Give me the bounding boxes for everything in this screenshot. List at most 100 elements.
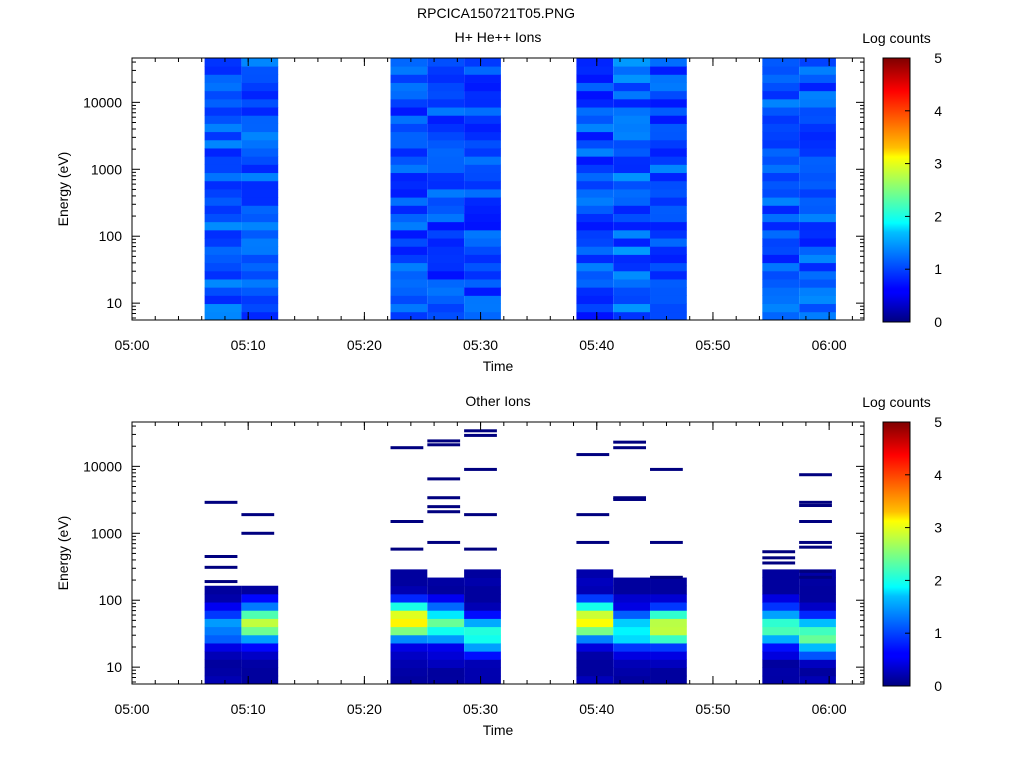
spectrogram-bin xyxy=(613,74,651,83)
spectrogram-bin xyxy=(464,82,501,92)
spectrogram-bin xyxy=(799,270,836,280)
spectrogram-bin xyxy=(464,675,501,684)
spectrogram-bin xyxy=(204,180,242,190)
spectrogram-bin xyxy=(576,189,614,198)
count-line xyxy=(427,510,461,514)
spectrogram-bin xyxy=(576,205,614,214)
spectrogram-bin xyxy=(427,82,465,92)
spectrogram-bin xyxy=(464,262,501,272)
spectrogram-bin xyxy=(464,279,501,288)
spectrogram-bin xyxy=(762,148,800,157)
spectrogram-bin xyxy=(241,279,279,288)
spectrogram-bin xyxy=(464,634,501,644)
spectrogram-bin xyxy=(799,311,836,320)
spectrogram-bin xyxy=(576,180,614,190)
spectrogram-bin xyxy=(241,626,279,636)
spectrogram-bin xyxy=(799,139,836,149)
y-tick-label: 1000 xyxy=(91,525,122,541)
spectrogram-bin xyxy=(390,98,428,108)
spectrogram-bin xyxy=(613,58,651,67)
spectrogram-bin xyxy=(241,107,279,116)
spectrogram-bin xyxy=(762,213,800,223)
spectrogram-bin xyxy=(762,279,800,288)
spectrogram-bin xyxy=(799,618,836,628)
spectrogram-bin xyxy=(613,221,651,231)
spectrogram-bin xyxy=(613,246,651,255)
spectrogram-bin xyxy=(799,107,836,116)
x-tick-label: 05:50 xyxy=(695,337,730,353)
spectrogram-bin xyxy=(762,246,800,255)
spectrogram-bin xyxy=(576,618,614,628)
count-line xyxy=(390,446,424,450)
spectrogram-bin xyxy=(241,610,279,619)
spectrogram-bin xyxy=(427,107,465,116)
spectrogram-bin xyxy=(650,98,687,108)
spectrogram-bin xyxy=(762,189,800,198)
spectrogram-bin xyxy=(762,577,800,587)
spectrogram-bin xyxy=(799,634,836,644)
count-line xyxy=(613,440,647,444)
spectrogram-bin xyxy=(390,675,428,684)
spectrogram-bin xyxy=(390,610,428,619)
spectrogram-bin xyxy=(576,74,614,83)
spectrogram-bin xyxy=(799,58,836,67)
spectrogram-bin xyxy=(464,139,501,149)
spectrogram-bin xyxy=(241,303,279,313)
spectrogram-bin xyxy=(576,98,614,108)
spectrogram-bin xyxy=(576,643,614,652)
spectrogram-bin xyxy=(390,295,428,305)
spectrogram-bin xyxy=(464,189,501,198)
count-line xyxy=(650,467,683,471)
spectrogram-bin xyxy=(204,593,242,603)
spectrogram-bin xyxy=(241,659,279,669)
spectrogram-bin xyxy=(762,238,800,247)
spectrogram-bin xyxy=(650,74,687,83)
count-line xyxy=(204,565,238,569)
spectrogram-bin xyxy=(650,90,687,100)
count-line xyxy=(390,547,424,551)
x-tick-label: 05:00 xyxy=(114,337,149,353)
spectrogram-bin xyxy=(613,197,651,206)
spectrogram-bin xyxy=(799,180,836,190)
spectrogram-bin xyxy=(427,279,465,288)
spectrogram-bin xyxy=(762,131,800,141)
count-line xyxy=(762,556,796,560)
spectrogram-bin xyxy=(762,262,800,272)
spectrogram-bin xyxy=(762,254,800,264)
spectrogram-bin xyxy=(576,287,614,296)
spectrogram-bin xyxy=(799,610,836,619)
spectrogram-bin xyxy=(613,303,651,313)
colorbar-tick-label: 4 xyxy=(934,467,942,483)
spectrogram-bin xyxy=(576,164,614,174)
spectrogram-bin xyxy=(390,303,428,313)
spectrogram-bin xyxy=(799,585,836,595)
spectrogram-bin xyxy=(650,238,687,247)
spectrogram-bin xyxy=(762,585,800,595)
count-line xyxy=(799,500,832,504)
spectrogram-bin xyxy=(613,98,651,108)
spectrogram-bin xyxy=(204,229,242,239)
spectrogram-bin xyxy=(390,238,428,247)
spectrogram-bin xyxy=(576,626,614,636)
spectrogram-bin xyxy=(762,229,800,239)
spectrogram-bin xyxy=(576,82,614,92)
y-tick-label: 10 xyxy=(106,295,122,311)
x-tick-label: 06:00 xyxy=(812,337,847,353)
spectrogram-bin xyxy=(799,675,836,684)
y-tick-label: 1000 xyxy=(91,161,122,177)
spectrogram-bin xyxy=(613,107,651,116)
spectrogram-bin xyxy=(390,221,428,231)
spectrogram-bin xyxy=(576,254,614,264)
count-line xyxy=(464,513,497,517)
spectrogram-bin xyxy=(650,626,687,636)
spectrogram-bin xyxy=(762,634,800,644)
spectrogram-bin xyxy=(650,148,687,157)
spectrogram-bin xyxy=(650,123,687,133)
spectrogram-bin xyxy=(762,164,800,174)
spectrogram-bin xyxy=(204,197,242,206)
spectrogram-bin xyxy=(390,585,428,595)
spectrogram-bin xyxy=(576,148,614,157)
spectrogram-bin xyxy=(613,189,651,198)
spectrogram-bin xyxy=(427,98,465,108)
spectrogram-bin xyxy=(464,569,501,578)
